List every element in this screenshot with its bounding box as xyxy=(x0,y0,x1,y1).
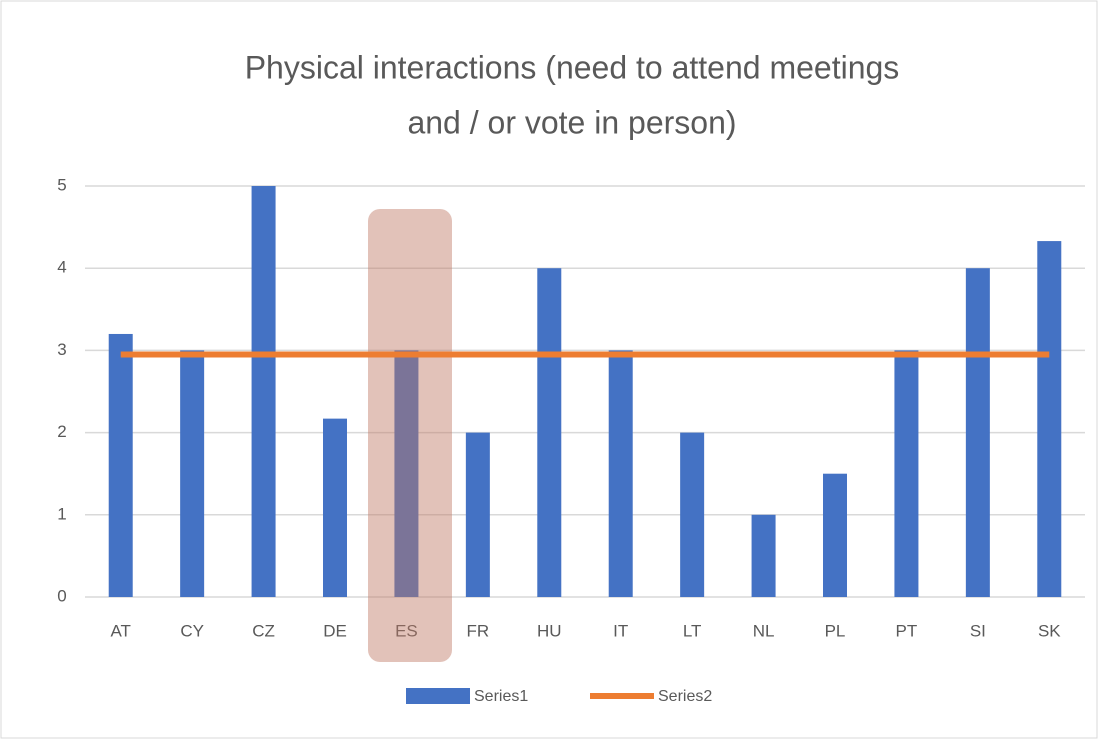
bar xyxy=(1037,241,1062,597)
bar xyxy=(108,333,133,597)
y-tick-label: 3 xyxy=(57,340,66,359)
x-tick-label: HU xyxy=(537,621,562,640)
x-tick-label: SI xyxy=(970,621,986,640)
x-tick-label: PL xyxy=(825,621,846,640)
x-tick-label: LT xyxy=(683,621,702,640)
bar xyxy=(823,473,847,597)
x-tick-label: DE xyxy=(323,621,347,640)
y-tick-label: 4 xyxy=(57,258,66,277)
y-tick-label: 5 xyxy=(57,175,66,194)
highlight xyxy=(368,209,452,662)
x-tick-label: ES xyxy=(395,621,418,640)
x-tick-label: AT xyxy=(110,621,130,640)
legend: Series1 Series2 xyxy=(406,688,712,705)
bar xyxy=(608,350,633,597)
bars xyxy=(108,186,1062,597)
bar xyxy=(894,350,919,597)
bar xyxy=(680,432,705,597)
bar xyxy=(965,268,990,597)
y-tick-label: 2 xyxy=(57,422,66,441)
x-tick-label: SK xyxy=(1038,621,1061,640)
bar xyxy=(465,432,490,597)
chart-title: Physical interactions (need to attend me… xyxy=(245,49,900,85)
x-tick-label: CY xyxy=(180,621,204,640)
legend-swatch xyxy=(406,688,470,704)
x-tick-label: NL xyxy=(753,621,775,640)
bar xyxy=(251,186,276,597)
y-tick-label: 0 xyxy=(57,586,66,605)
bar xyxy=(180,350,205,597)
chart-title: and / or vote in person) xyxy=(407,104,736,140)
x-tick-label: CZ xyxy=(252,621,275,640)
x-tick-label: IT xyxy=(613,621,628,640)
y-tick-label: 1 xyxy=(57,504,66,523)
bar xyxy=(537,268,562,597)
legend-label: Series2 xyxy=(658,688,712,705)
x-tick-label: FR xyxy=(467,621,490,640)
x-tick-label: PT xyxy=(896,621,918,640)
bar xyxy=(394,350,419,597)
bar xyxy=(751,514,776,597)
bar xyxy=(323,418,347,597)
legend-label: Series1 xyxy=(474,688,528,705)
